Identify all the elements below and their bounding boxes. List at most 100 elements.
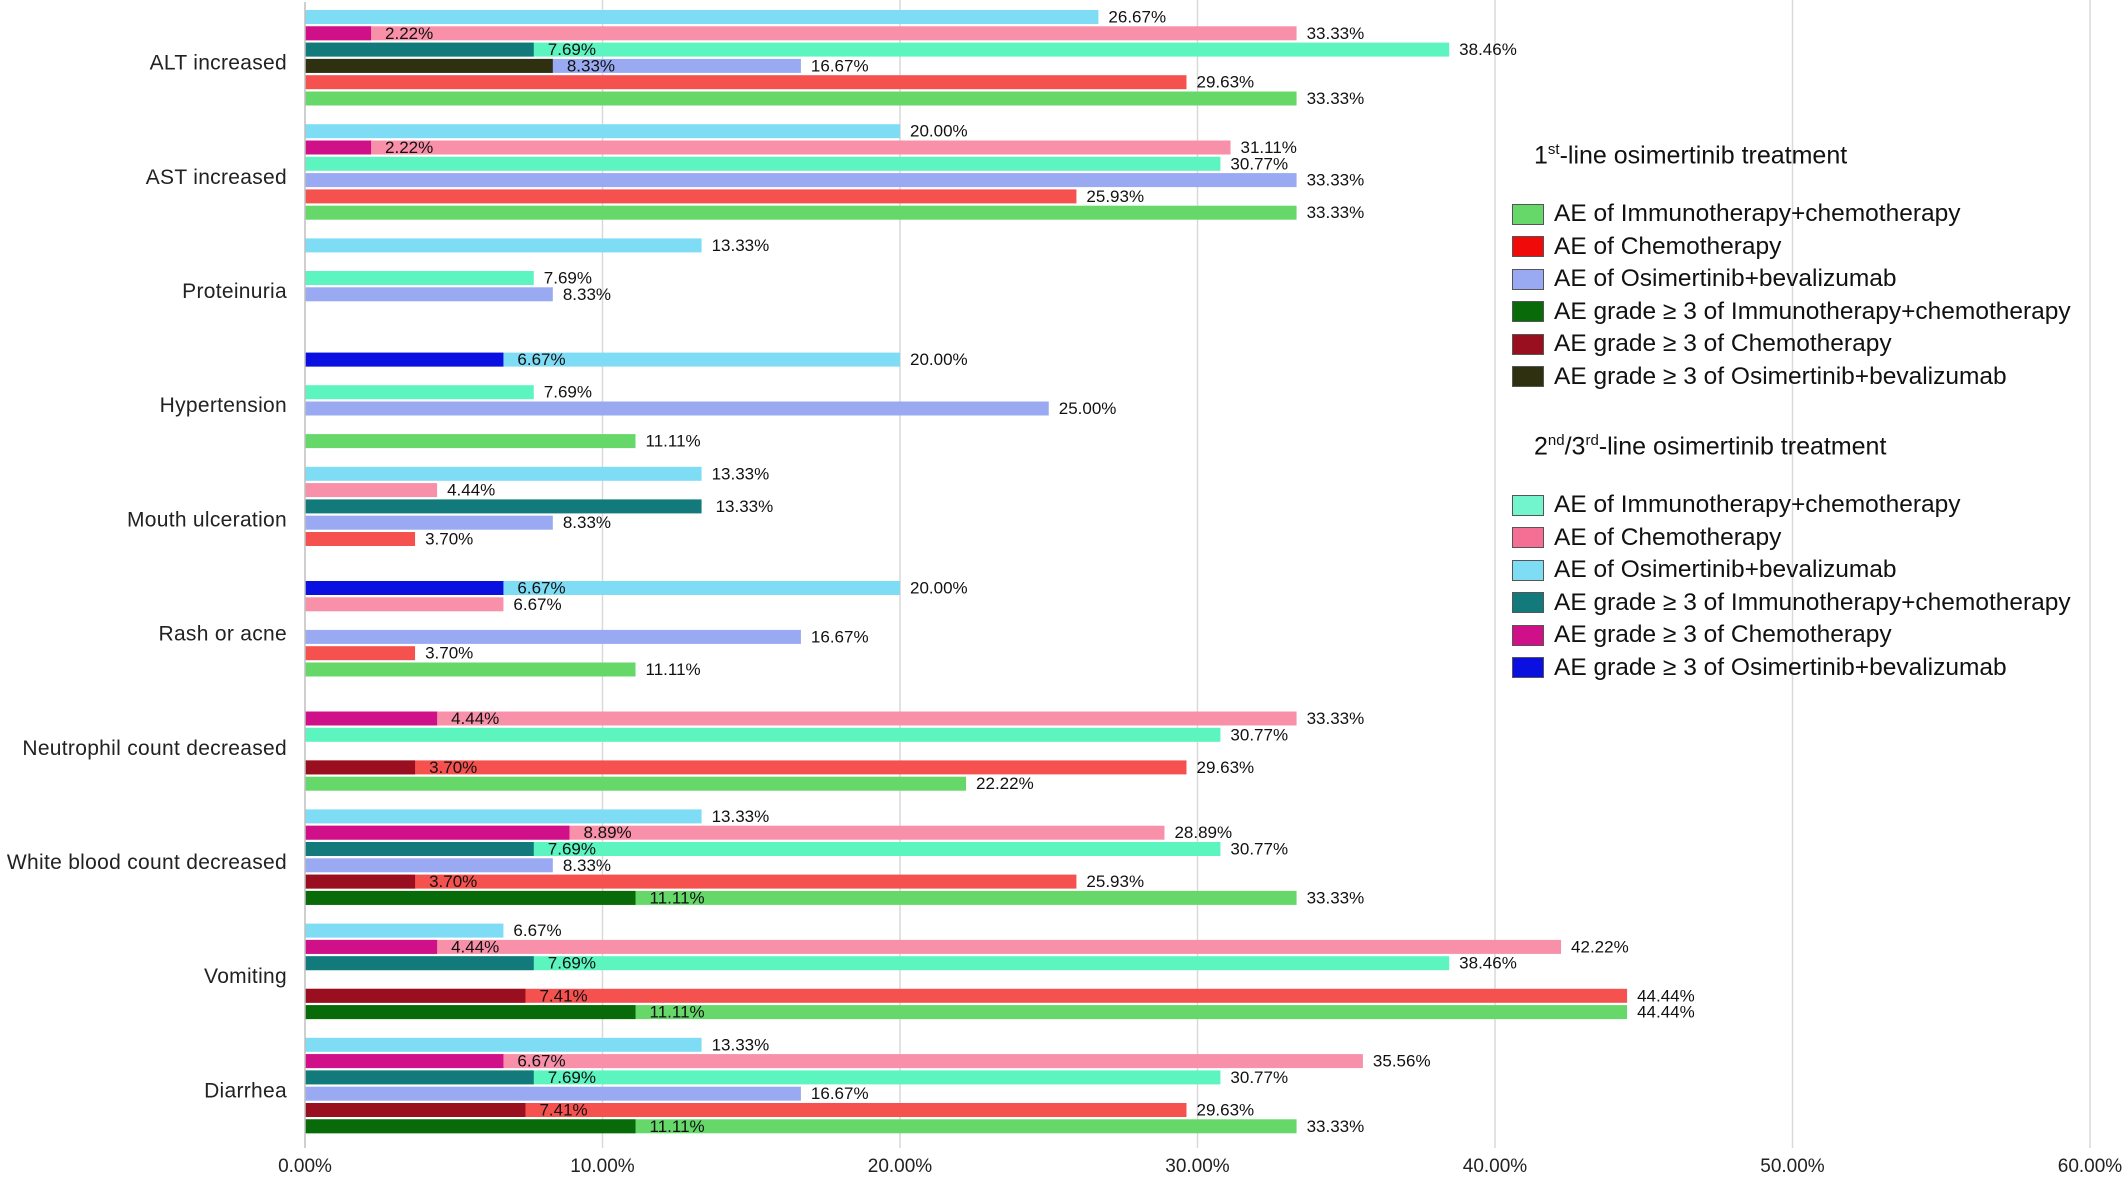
grade3-bar (305, 711, 438, 726)
bar (305, 858, 553, 873)
grade3-data-label: 13.33% (716, 497, 774, 516)
legend-swatch (1512, 624, 1544, 646)
data-label: 33.33% (1307, 171, 1365, 190)
data-label: 26.67% (1108, 7, 1166, 26)
legend-item: AE grade ≥ 3 of Osimertinib+bevalizumab (1512, 652, 2112, 685)
bar (305, 91, 1297, 106)
data-label: 33.33% (1307, 89, 1365, 108)
data-label: 44.44% (1637, 1003, 1695, 1022)
data-label: 20.00% (910, 350, 968, 369)
category-label: Neutrophil count decreased (22, 737, 287, 760)
data-label: 16.67% (811, 627, 869, 646)
data-label: 29.63% (1196, 1100, 1254, 1119)
legend-item-label: AE of Chemotherapy (1554, 232, 1782, 260)
data-label: 8.33% (563, 285, 611, 304)
data-label: 6.67% (513, 595, 561, 614)
legend-swatch (1512, 494, 1544, 516)
legend-swatch (1512, 527, 1544, 549)
data-label: 20.00% (910, 578, 968, 597)
grade3-data-label: 4.44% (451, 937, 499, 956)
bar (305, 662, 636, 677)
x-tick-label: 60.00% (2058, 1156, 2123, 1177)
data-label: 3.70% (425, 644, 473, 663)
data-label: 30.77% (1230, 725, 1288, 744)
legend-item: AE grade ≥ 3 of Chemotherapy (1512, 619, 2112, 652)
bar (305, 401, 1049, 416)
data-label: 25.93% (1086, 187, 1144, 206)
category-label: AST increased (146, 166, 287, 189)
grade3-bar (305, 1005, 636, 1020)
category-label: Proteinuria (182, 280, 287, 303)
x-tick-label: 30.00% (1165, 1156, 1230, 1177)
grade3-data-label: 8.33% (567, 56, 615, 75)
bar (305, 711, 1297, 726)
bar (305, 515, 553, 530)
data-label: 6.67% (513, 921, 561, 940)
grade3-data-label: 7.41% (539, 1100, 587, 1119)
grade3-bar (305, 842, 534, 856)
data-label: 7.69% (544, 383, 592, 402)
grade3-data-label: 7.41% (539, 986, 587, 1005)
legend-item-label: AE grade ≥ 3 of Immunotherapy+chemothera… (1554, 297, 2071, 325)
x-tick-label: 0.00% (278, 1156, 332, 1177)
data-label: 33.33% (1307, 24, 1365, 43)
category-label: Vomiting (204, 965, 287, 988)
legend-swatch (1512, 592, 1544, 614)
grade3-bar (305, 581, 504, 595)
bar (305, 238, 702, 253)
bar (305, 466, 702, 481)
grade3-bar (305, 939, 438, 954)
bar (305, 10, 1099, 24)
bar (305, 809, 702, 824)
data-label: 29.63% (1196, 73, 1254, 92)
grade3-data-label: 4.44% (451, 709, 499, 728)
data-label: 13.33% (712, 464, 770, 483)
bar (305, 75, 1187, 90)
bar (305, 629, 801, 644)
bar (305, 156, 1221, 171)
bar (305, 646, 416, 661)
bar (305, 923, 504, 938)
data-label: 28.89% (1174, 823, 1232, 842)
grade3-bar (305, 1119, 636, 1134)
grade3-data-label: 3.70% (429, 872, 477, 891)
grade3-data-label: 11.11% (650, 1003, 705, 1022)
bar (305, 1086, 801, 1101)
legend-swatch (1512, 203, 1544, 225)
grade3-bar (305, 26, 372, 41)
legend-item: AE of Immunotherapy+chemotherapy (1512, 198, 2112, 231)
bar (305, 140, 1231, 155)
data-label: 22.22% (976, 774, 1034, 793)
category-label: ALT increased (150, 52, 287, 75)
bar (305, 956, 1450, 971)
data-label: 30.77% (1230, 839, 1288, 858)
legend-swatch (1512, 301, 1544, 323)
category-label: Mouth ulceration (127, 508, 287, 531)
legend-item-label: AE grade ≥ 3 of Chemotherapy (1554, 330, 1892, 358)
x-tick-label: 50.00% (1760, 1156, 1825, 1177)
bar (305, 271, 534, 285)
data-label: 33.33% (1307, 709, 1365, 728)
data-label: 13.33% (712, 236, 770, 255)
data-label: 16.67% (811, 1084, 869, 1103)
grade3-bar (305, 1054, 504, 1069)
grade3-data-label: 2.22% (385, 24, 433, 43)
grade3-data-label: 7.69% (548, 40, 596, 59)
bar (305, 205, 1297, 220)
data-label: 38.46% (1459, 40, 1517, 59)
grade3-bar (305, 890, 636, 905)
bar (305, 1037, 702, 1052)
grade3-bar (305, 760, 416, 775)
category-label: Rash or acne (158, 623, 287, 646)
data-label: 8.33% (563, 856, 611, 875)
grade3-bar (305, 988, 526, 1003)
grade3-data-label: 11.11% (650, 888, 705, 907)
grade3-data-label: 6.67% (517, 578, 565, 597)
legend-item: AE grade ≥ 3 of Osimertinib+bevalizumab (1512, 361, 2112, 394)
grade3-data-label: 7.69% (548, 839, 596, 858)
data-label: 11.11% (646, 432, 701, 451)
bar (305, 597, 504, 612)
legend-item-label: AE grade ≥ 3 of Chemotherapy (1554, 621, 1892, 649)
data-label: 33.33% (1307, 203, 1365, 222)
